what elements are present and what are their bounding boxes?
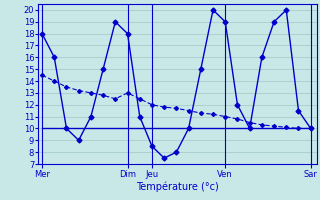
X-axis label: Température (°c): Température (°c) xyxy=(136,181,219,192)
